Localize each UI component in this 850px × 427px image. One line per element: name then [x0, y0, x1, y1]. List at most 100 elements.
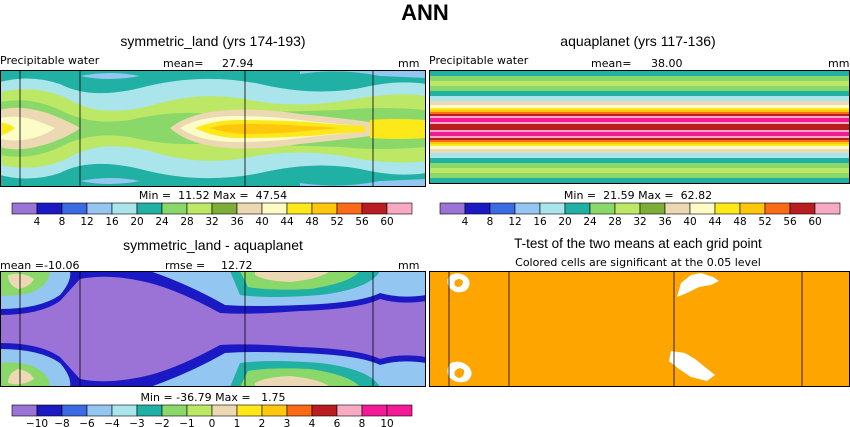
colorbar-tick-label: 40 [255, 216, 268, 228]
colorbar-tick-label: 12 [508, 216, 521, 228]
colorbar-swatch [236, 202, 263, 215]
colorbar-tick-label: 52 [758, 216, 771, 228]
colorbar-swatch [186, 202, 213, 215]
colorbar-swatch [236, 404, 263, 417]
colorbar-tick-label: 56 [783, 216, 797, 228]
colorbar-swatch [336, 404, 363, 417]
colorbar-swatch [739, 202, 766, 215]
p2-band-s7 [429, 146, 850, 149]
colorbar-swatch [361, 404, 388, 417]
colorbar-swatch [361, 202, 388, 215]
colorbar-tick-label: 28 [608, 216, 621, 228]
colorbar-tick-label: 52 [330, 216, 343, 228]
colorbar-swatch [464, 202, 491, 215]
colorbar-tick-label: −8 [54, 418, 69, 427]
panel1-colorbar: 4 8 12 16 20 24 28 32 36 40 44 48 52 56 60 [11, 202, 413, 228]
colorbar-swatch [61, 404, 88, 417]
panel2-units: mm [828, 57, 850, 70]
colorbar-tick-label: −1 [179, 418, 194, 427]
colorbar-swatch [261, 404, 288, 417]
panel1-mean: 27.94 [222, 57, 254, 70]
colorbar-swatch [36, 202, 63, 215]
p3-contour-n5 [255, 271, 330, 282]
p2-band-n9 [429, 110, 850, 112]
panel3-map [0, 271, 426, 387]
p2-band-n5 [429, 96, 850, 101]
p2-band-s4 [429, 158, 850, 163]
panel2-minmax: Min = 21.59 Max = 62.82 [563, 189, 713, 202]
panel2-map [429, 70, 850, 184]
colorbar-tick-label: 10 [380, 418, 393, 427]
colorbar-swatch [689, 202, 716, 215]
colorbar-tick-label: 8 [59, 216, 66, 228]
colorbar-tick-label: −6 [79, 418, 95, 427]
colorbar-tick-label: 0 [209, 418, 216, 427]
p2-band-n4 [429, 91, 850, 96]
colorbar-tick-label: 24 [583, 216, 597, 228]
colorbar-swatch [336, 202, 363, 215]
colorbar-swatch [161, 202, 188, 215]
p2-band-s5 [429, 153, 850, 158]
p2-band-n11 [429, 114, 850, 116]
colorbar-tick-label: −3 [129, 418, 144, 427]
p3-contour-s7 [8, 369, 34, 385]
figure-title: ANN [401, 0, 449, 25]
p2-band-s11 [429, 138, 850, 140]
panel3-minmax: Min = -36.79 Max = 1.75 [140, 391, 286, 404]
colorbar-swatch [111, 202, 138, 215]
colorbar-tick-label: 36 [658, 216, 672, 228]
colorbar-swatch [614, 202, 641, 215]
colorbar-tick-label: 44 [280, 216, 294, 228]
colorbar-tick-label: 4 [34, 216, 41, 228]
colorbar-tick-label: 20 [130, 216, 143, 228]
p2-band-n2 [429, 81, 850, 86]
colorbar-swatch [514, 202, 541, 215]
colorbar-tick-label: 28 [180, 216, 193, 228]
colorbar-tick-label: 6 [334, 418, 341, 427]
colorbar-tick-label: 8 [359, 418, 366, 427]
colorbar-tick-label: 36 [230, 216, 244, 228]
p2-band-s13 [429, 132, 850, 136]
p2-band-s10 [429, 140, 850, 142]
colorbar-swatch [311, 404, 338, 417]
p2-band-n3 [429, 86, 850, 91]
colorbar-tick-label: 60 [380, 216, 393, 228]
colorbar-tick-label: 12 [80, 216, 93, 228]
colorbar-tick-label: 48 [305, 216, 318, 228]
p3-contour-n8 [380, 271, 426, 291]
colorbar-tick-label: 2 [259, 418, 266, 427]
colorbar-tick-label: 56 [355, 216, 369, 228]
colorbar-tick-label: 3 [284, 418, 291, 427]
colorbar-tick-label: −4 [104, 418, 120, 427]
colorbar-tick-label: 48 [733, 216, 746, 228]
panel3-rmse-label: rmse = [165, 259, 206, 272]
p3-contour-s5 [255, 376, 330, 387]
colorbar-swatch [211, 202, 238, 215]
panel2-title: aquaplanet (yrs 117-136) [560, 33, 716, 49]
colorbar-swatch [11, 202, 38, 215]
p1-contour-8 [210, 124, 340, 134]
p3-contour-s8 [380, 367, 426, 387]
p1-contour-10 [0, 122, 15, 136]
colorbar-tick-label: 8 [487, 216, 494, 228]
p2-band-n6 [429, 101, 850, 105]
panel3-mean-label: mean = [0, 259, 44, 272]
panel1-units: mm [398, 57, 420, 70]
colorbar-swatch [539, 202, 566, 215]
p1-contour-4 [0, 116, 55, 141]
colorbar-swatch [789, 202, 816, 215]
p2-band-n12 [429, 116, 850, 118]
colorbar-swatch [714, 202, 741, 215]
p2-band-s12 [429, 136, 850, 138]
panel1-title: symmetric_land (yrs 174-193) [120, 33, 306, 49]
panel1-variable: Precipitable water [0, 54, 100, 67]
colorbar-swatch [564, 202, 591, 215]
p2-band-s8 [429, 144, 850, 146]
panel4-map [429, 271, 850, 387]
panel4-title: T-test of the two means at each grid poi… [514, 236, 762, 251]
p2-band-s0 [429, 178, 850, 184]
panel1-mean-label: mean= [163, 57, 204, 70]
colorbar-tick-label: 44 [708, 216, 722, 228]
colorbar-swatch [161, 404, 188, 417]
panel2-mean-label: mean= [591, 57, 632, 70]
